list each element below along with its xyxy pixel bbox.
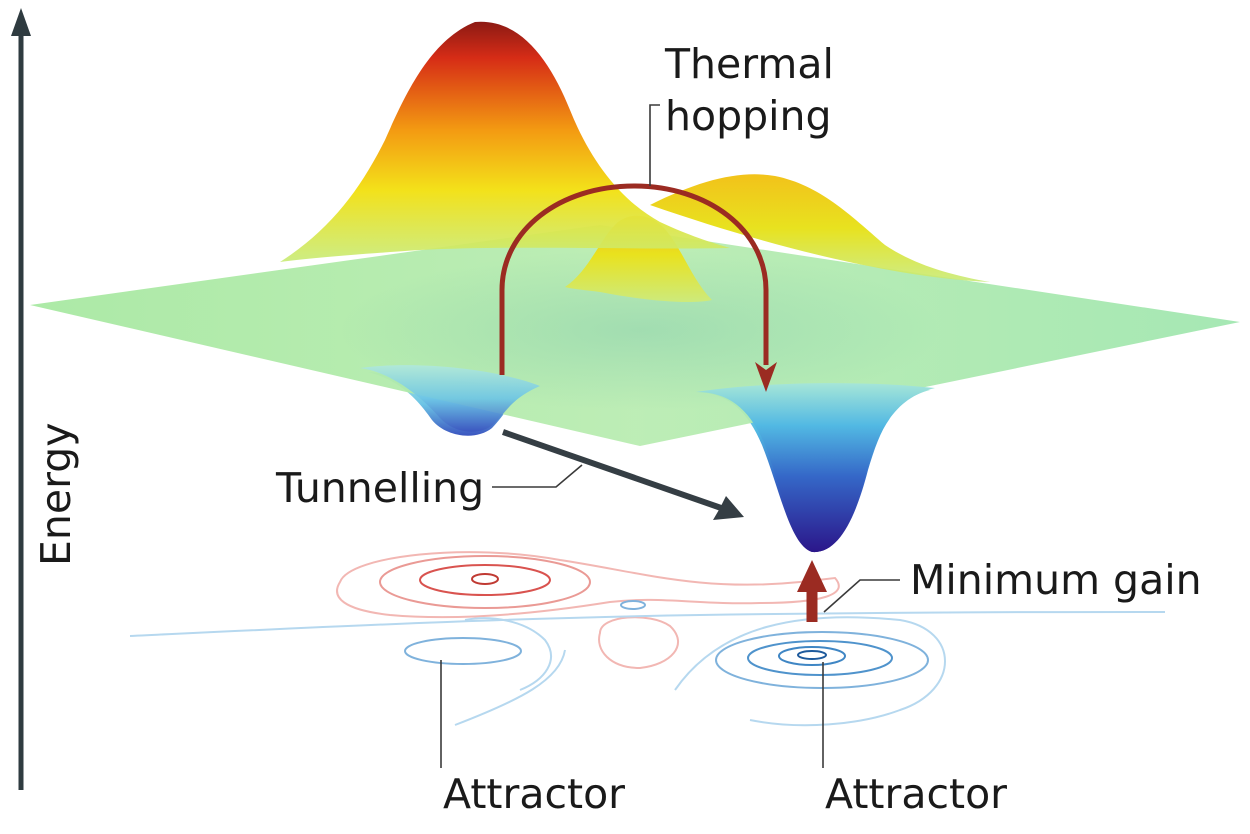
thermal-hopping-label-line2: hopping bbox=[665, 92, 832, 140]
arrow-up-icon bbox=[797, 560, 827, 592]
contour-red-core bbox=[471, 573, 499, 585]
contour-blue-lower2 bbox=[454, 649, 566, 726]
tunnelling-leader bbox=[492, 464, 583, 488]
contour-blue-left bbox=[404, 637, 522, 665]
thermal-hopping-path bbox=[499, 183, 769, 375]
labels: Thermal hopping Tunnelling Minimum gain … bbox=[275, 40, 1202, 818]
contour-blue-lower bbox=[464, 617, 552, 691]
energy-surface bbox=[30, 21, 1240, 553]
leader-lines bbox=[440, 104, 900, 768]
contour-red-outer bbox=[336, 551, 840, 619]
main-peak bbox=[280, 21, 730, 263]
tunnelling-path bbox=[502, 429, 725, 512]
contour-blue-right-outer bbox=[715, 631, 929, 689]
arrow-up-icon bbox=[11, 8, 31, 36]
central-hump bbox=[565, 215, 712, 303]
contour-blue-right-band bbox=[674, 616, 946, 727]
thermal-hopping-label-line1: Thermal bbox=[664, 40, 834, 88]
contour-blue-right-inner bbox=[778, 646, 846, 666]
thermal-hopping-leader bbox=[649, 104, 660, 186]
small-peak bbox=[650, 174, 990, 282]
deep-well-mouth bbox=[696, 383, 935, 553]
contour-blue-right-core bbox=[797, 650, 827, 660]
attractor-left-label: Attractor bbox=[443, 770, 625, 818]
contour-red-inner bbox=[419, 564, 551, 596]
tunnelling-label: Tunnelling bbox=[275, 464, 484, 512]
contour-blue-tiny bbox=[620, 600, 646, 610]
attractor-right-label: Attractor bbox=[825, 770, 1007, 818]
minimum-gain-leader bbox=[823, 579, 900, 613]
arrow-right-down-icon bbox=[713, 496, 744, 520]
tunnelling-arrow bbox=[502, 429, 744, 520]
energy-axis-label: Energy bbox=[32, 422, 80, 566]
contour-lines bbox=[129, 551, 1166, 727]
shallow-well-mouth bbox=[360, 365, 540, 432]
minimum-gain-arrow bbox=[797, 560, 827, 622]
energy-axis: Energy bbox=[11, 8, 80, 790]
contour-red-small bbox=[598, 616, 680, 670]
minimum-gain-label: Minimum gain bbox=[910, 556, 1202, 604]
contour-blue-wide bbox=[129, 611, 1166, 637]
contour-red-mid bbox=[379, 555, 591, 609]
contour-blue-right-mid bbox=[747, 640, 893, 676]
thermal-hopping-arrow bbox=[499, 183, 777, 392]
arrow-down-icon bbox=[755, 362, 777, 392]
plane-shading bbox=[340, 250, 940, 410]
